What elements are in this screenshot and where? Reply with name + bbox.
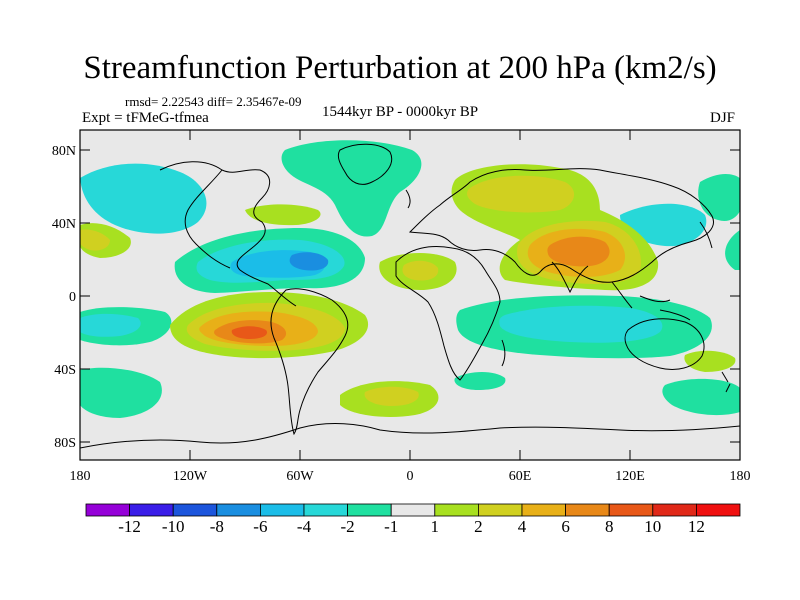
lat-tick-label: 40N (52, 217, 76, 232)
southeast-asia-outline (611, 281, 691, 321)
antarctica-outline (80, 423, 740, 449)
colorbar-swatch (172, 503, 218, 517)
south-indian-negative (454, 372, 506, 390)
colorbar-label: -4 (296, 517, 312, 536)
colorbar-label: 4 (517, 517, 527, 536)
colorbar-label: 8 (604, 517, 614, 536)
experiment-label: Expt = tFMeG-tfmea (82, 110, 209, 126)
south-america-outline (270, 288, 349, 436)
lat-tick-label: 80S (54, 436, 76, 451)
anomaly-field (80, 140, 740, 418)
plot-title: Streamfunction Perturbation at 200 hPa (… (83, 50, 717, 86)
japan-outline (699, 221, 713, 249)
colorbar-swatch (652, 503, 697, 517)
east-pacific-positive-core (80, 229, 110, 251)
colorbar-swatch (390, 503, 436, 517)
lon-tick-label: 60E (509, 469, 532, 484)
colorbar-swatch (85, 503, 130, 517)
south-asia-positive-core (547, 236, 610, 267)
arctic-negative (281, 140, 422, 237)
lon-tick-label: 180 (730, 469, 751, 484)
south-pacific-negative-2 (662, 378, 740, 416)
colorbar-swatch (434, 503, 479, 517)
lon-tick-labels: 180 120W 60W 0 60E 120E 180 (70, 469, 751, 484)
colorbar-swatch (129, 503, 174, 517)
colorbar-swatch (521, 503, 566, 517)
colorbar (85, 503, 741, 517)
east-asia-negative (698, 174, 740, 221)
colorbar-swatch (259, 503, 305, 517)
lon-tick-label: 0 (407, 469, 414, 484)
colorbar-label: -12 (118, 517, 141, 536)
indian-ocean-negative (499, 305, 663, 343)
colorbar-label: 6 (561, 517, 570, 536)
colorbar-label: -2 (340, 517, 355, 536)
lon-tick-label: 120W (173, 469, 208, 484)
australia-outline (624, 318, 705, 370)
eurasia-positive-mid (467, 175, 575, 213)
south-pacific-negative (80, 367, 162, 418)
east-pacific-negative-inner (80, 313, 141, 337)
india-outline (551, 261, 589, 294)
colorbar-swatch (347, 503, 392, 517)
lat-tick-label: 80N (52, 144, 76, 159)
colorbar-swatch (608, 503, 654, 517)
lon-tick-marks (79, 130, 741, 460)
coastlines (80, 143, 740, 449)
colorbar-swatch (477, 503, 523, 517)
colorbar-swatch (696, 503, 741, 517)
stats-label: rmsd= 2.22543 diff= 2.35467e-09 (125, 94, 302, 109)
colorbar-swatch (565, 503, 610, 517)
colorbar-label: -6 (253, 517, 268, 536)
british-isles-outline (405, 189, 411, 209)
west-pacific-negative (620, 203, 707, 247)
north-pacific-negative (80, 163, 207, 234)
colorbar-label: -1 (384, 517, 399, 536)
west-africa-negative (725, 230, 740, 270)
south-atlantic-positive-core (364, 386, 419, 406)
lat-tick-label: 0 (69, 290, 76, 305)
lat-tick-labels: 80N 40N 0 40S 80S (52, 144, 76, 451)
north-atlantic-yellow (245, 204, 321, 226)
colorbar-label: 1 (430, 517, 440, 536)
south-indian-positive (684, 350, 736, 372)
colorbar-label: 10 (644, 517, 662, 536)
colorbar-label: 12 (687, 517, 705, 536)
eurasia-outline (408, 168, 714, 283)
atlantic-positive-core (402, 260, 439, 281)
lon-tick-label: 60W (286, 469, 314, 484)
new-zealand-outline (721, 371, 731, 393)
period-label: 1544kyr BP - 0000kyr BP (322, 104, 479, 120)
south-america-positive-core (231, 326, 268, 339)
colorbar-label: -10 (161, 517, 185, 536)
lon-tick-label: 180 (70, 469, 91, 484)
colorbar-label: -8 (209, 517, 224, 536)
north-america-outline (159, 161, 297, 307)
caribbean-negative-core (289, 252, 329, 271)
season-label: DJF (710, 110, 736, 126)
colorbar-swatch (216, 503, 261, 517)
africa-outline (395, 246, 501, 381)
colorbar-swatch (303, 503, 348, 517)
greenland-outline (337, 143, 393, 185)
madagascar-outline (501, 339, 506, 367)
colorbar-label: 2 (474, 517, 483, 536)
lat-tick-marks (80, 149, 740, 443)
lat-tick-label: 40S (54, 363, 76, 378)
lon-tick-label: 120E (615, 469, 645, 484)
